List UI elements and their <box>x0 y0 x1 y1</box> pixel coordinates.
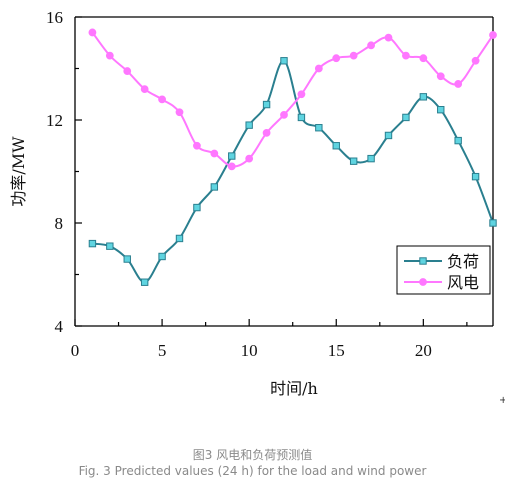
data-point <box>315 124 323 132</box>
data-point <box>471 56 480 65</box>
data-point <box>193 203 201 212</box>
y-tick-label: 4 <box>55 317 64 336</box>
data-point <box>245 154 254 163</box>
data-point <box>193 141 201 150</box>
data-point <box>210 183 219 191</box>
data-point <box>454 80 463 88</box>
data-point <box>158 252 166 261</box>
x-tick-label: 10 <box>241 341 258 360</box>
data-point <box>245 121 253 129</box>
data-point <box>384 33 393 42</box>
series-wind <box>88 28 497 171</box>
figure-caption-chinese: 图3 风电和负荷预测值 <box>192 448 313 462</box>
data-point <box>402 51 410 60</box>
stray-plus-mark: + <box>499 395 505 406</box>
data-point <box>297 90 306 99</box>
data-point <box>419 54 428 63</box>
data-point <box>332 142 340 150</box>
legend-marker <box>419 257 427 265</box>
data-point <box>489 31 497 39</box>
data-point <box>419 93 428 101</box>
legend-marker <box>419 278 427 286</box>
series-layer <box>88 28 497 286</box>
x-tick-label: 0 <box>71 341 80 360</box>
data-point <box>280 57 288 65</box>
data-point <box>158 95 166 104</box>
data-point <box>489 219 497 227</box>
data-point <box>105 51 114 60</box>
data-point <box>106 242 114 250</box>
data-point <box>314 64 323 73</box>
data-point <box>123 67 132 75</box>
y-tick-label: 8 <box>55 214 64 233</box>
series-line <box>91 31 494 168</box>
data-point <box>349 157 358 165</box>
y-tick-label: 12 <box>46 111 63 130</box>
axes: 0 5 10 15 20 4 8 12 16 时间/h 功率/MW <box>9 8 494 398</box>
data-point <box>297 113 306 122</box>
data-point <box>228 152 236 160</box>
legend-label: 风电 <box>447 273 479 292</box>
data-point <box>437 106 445 114</box>
x-axis-title: 时间/h <box>270 379 318 398</box>
x-tick-label: 15 <box>328 341 345 360</box>
data-point <box>88 28 97 37</box>
x-tick-label: 20 <box>415 341 432 360</box>
legend-label: 负荷 <box>447 252 479 271</box>
data-point <box>262 128 271 137</box>
data-point <box>367 41 375 50</box>
data-point <box>175 234 184 243</box>
data-point <box>227 162 236 171</box>
data-point <box>140 85 149 93</box>
y-tick-label: 16 <box>46 8 63 27</box>
data-point <box>367 154 375 163</box>
data-point <box>402 113 410 122</box>
data-point <box>332 54 341 63</box>
figure-caption-english: Fig. 3 Predicted values (24 h) for the l… <box>78 464 427 478</box>
data-point <box>175 108 184 117</box>
data-point <box>471 172 480 181</box>
legend-box <box>396 245 491 295</box>
x-tick-label: 5 <box>158 341 167 360</box>
data-point <box>210 149 219 158</box>
data-point <box>349 51 358 60</box>
y-axis-title: 功率/MW <box>9 136 28 207</box>
data-point <box>88 239 97 248</box>
data-point <box>384 131 393 140</box>
series-load <box>88 57 497 286</box>
data-point <box>262 100 271 109</box>
data-point <box>280 110 288 119</box>
data-point <box>140 278 149 286</box>
data-point <box>454 136 462 145</box>
data-point <box>436 72 445 81</box>
data-point <box>123 255 131 263</box>
